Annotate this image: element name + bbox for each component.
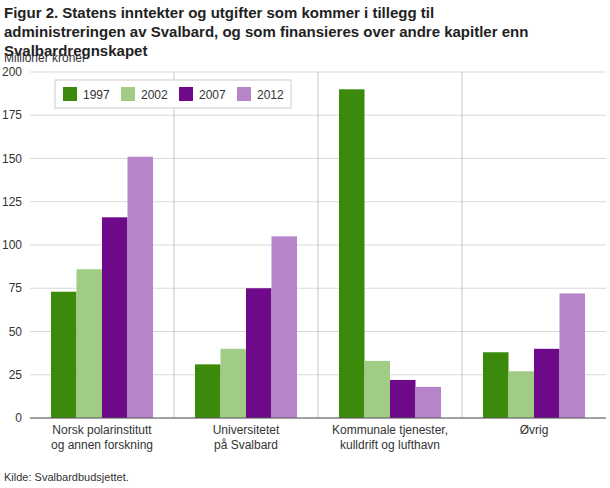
category-separator bbox=[462, 72, 463, 418]
legend-swatch bbox=[63, 87, 77, 101]
legend-swatch bbox=[121, 87, 135, 101]
y-tick-label: 100 bbox=[2, 238, 22, 252]
x-tick-label-line: og annen forskning bbox=[51, 438, 153, 452]
legend-swatch bbox=[179, 87, 193, 101]
bar bbox=[246, 288, 272, 418]
bar bbox=[339, 89, 365, 418]
x-tick-label-line: kulldrift og lufthavn bbox=[340, 438, 440, 452]
x-tick-label-line: på Svalbard bbox=[214, 438, 278, 452]
x-tick-label-line: Universitetet bbox=[213, 423, 280, 437]
title-line: Figur 2. Statens inntekter og utgifter s… bbox=[4, 4, 434, 21]
legend-label: 2002 bbox=[141, 88, 168, 102]
bar bbox=[272, 236, 298, 418]
y-axis-label: Millioner kroner bbox=[4, 51, 86, 65]
y-tick-label: 200 bbox=[2, 65, 22, 79]
x-tick-label: Norsk polarinstituttog annen forskning bbox=[51, 423, 153, 452]
x-tick-label-line: Norsk polarinstitutt bbox=[52, 423, 152, 437]
chart: Figur 2. Statens inntekter og utgifter s… bbox=[0, 0, 610, 488]
bar bbox=[221, 349, 247, 418]
bar bbox=[102, 217, 128, 418]
x-tick-label: Kommunale tjenester,kulldrift og lufthav… bbox=[332, 423, 448, 452]
y-tick-label: 0 bbox=[15, 411, 22, 425]
bar bbox=[509, 371, 535, 418]
x-tick-label: Øvrig bbox=[520, 423, 549, 437]
legend: 1997 2002 2007 2012 bbox=[55, 80, 291, 108]
legend-label: 1997 bbox=[83, 88, 110, 102]
bar bbox=[390, 380, 416, 418]
bar bbox=[51, 292, 77, 418]
y-tick-label: 150 bbox=[2, 152, 22, 166]
category-separator bbox=[318, 72, 319, 418]
y-tick-label: 25 bbox=[9, 368, 23, 382]
category-separator bbox=[174, 72, 175, 418]
bar bbox=[195, 364, 221, 418]
x-axis-line bbox=[30, 418, 606, 419]
bar bbox=[128, 157, 154, 418]
title-line: administreringen av Svalbard, og som fin… bbox=[4, 23, 528, 40]
legend-box bbox=[55, 80, 291, 108]
y-tick-label: 175 bbox=[2, 108, 22, 122]
x-tick-label-line: Kommunale tjenester, bbox=[332, 423, 448, 437]
bar bbox=[483, 352, 509, 418]
legend-label: 2007 bbox=[199, 88, 226, 102]
source: Kilde: Svalbardbudsjettet. bbox=[4, 471, 129, 483]
x-tick-label-line: Øvrig bbox=[520, 423, 549, 437]
bar bbox=[365, 361, 391, 418]
bars bbox=[51, 89, 585, 418]
y-tick-label: 75 bbox=[9, 281, 23, 295]
bar bbox=[77, 269, 103, 418]
legend-label: 2012 bbox=[257, 88, 284, 102]
legend-swatch bbox=[237, 87, 251, 101]
bar bbox=[560, 293, 586, 418]
x-tick-label: Universitetetpå Svalbard bbox=[213, 423, 280, 452]
y-tick-label: 50 bbox=[9, 325, 23, 339]
y-tick-label: 125 bbox=[2, 195, 22, 209]
grid-line bbox=[30, 418, 606, 419]
bar bbox=[534, 349, 560, 418]
bar bbox=[416, 387, 442, 418]
grid bbox=[30, 72, 606, 418]
